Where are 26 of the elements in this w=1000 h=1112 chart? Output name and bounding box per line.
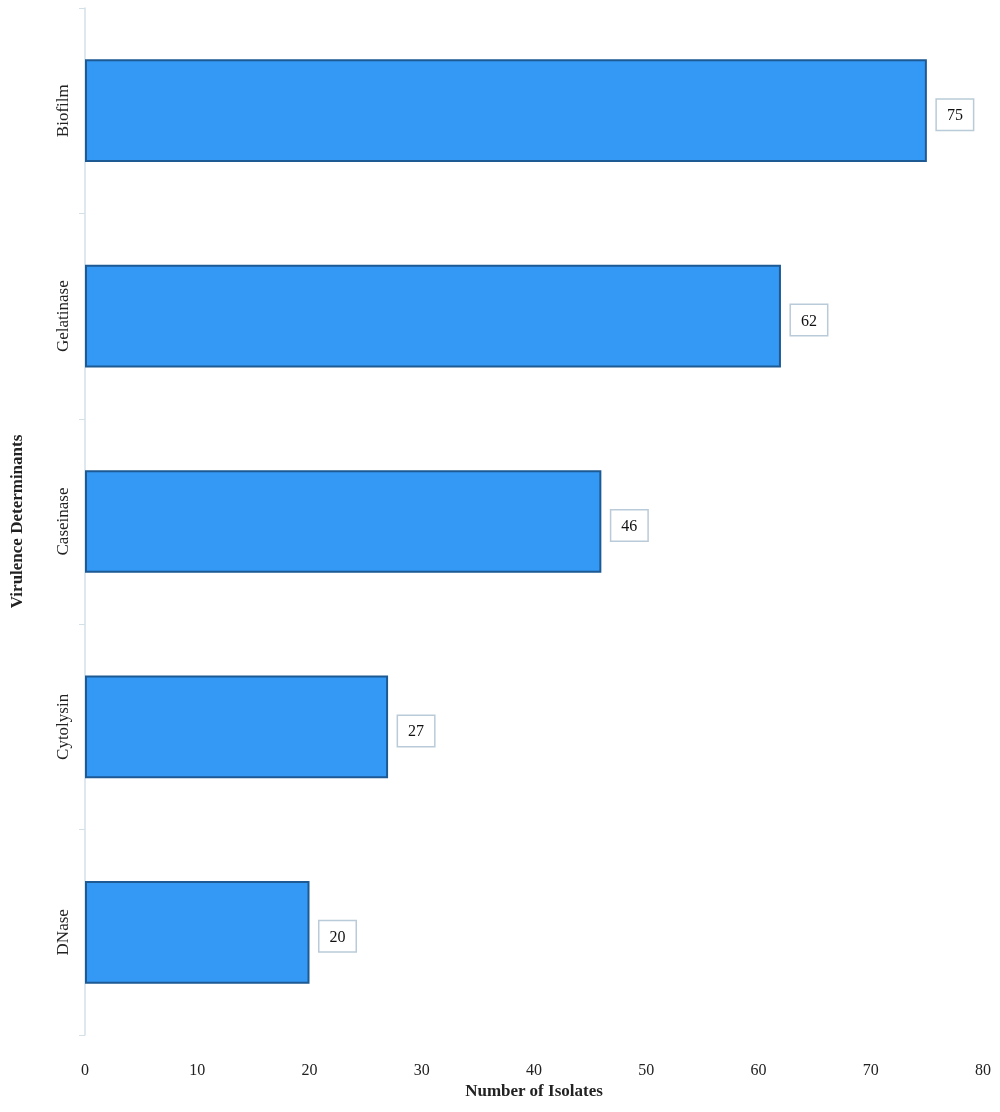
bar (85, 675, 389, 779)
x-tick-label: 40 (526, 1060, 542, 1078)
y-tick-label: DNase (53, 909, 72, 956)
x-tick-label: 50 (638, 1060, 655, 1078)
y-axis-title: Virulence Determinants (7, 434, 26, 609)
x-tick-label: 60 (750, 1060, 767, 1078)
y-tick-label: Gelatinase (53, 280, 72, 352)
x-tick-label: 20 (301, 1060, 318, 1078)
x-tick-label: 70 (862, 1060, 879, 1078)
bar (85, 470, 602, 573)
x-tick-label: 10 (189, 1060, 206, 1078)
bar (85, 264, 781, 368)
y-tick-label: Caseinase (53, 487, 72, 556)
y-tick-label: Biofilm (53, 84, 72, 138)
data-label: 46 (621, 517, 638, 534)
x-tick-label: 30 (413, 1060, 430, 1078)
data-label: 20 (329, 927, 346, 945)
y-tick-label: Cytolysin (53, 693, 72, 760)
data-label: 27 (408, 722, 425, 740)
x-tick-label: 80 (975, 1060, 991, 1078)
x-axis-title: Number of Isolates (465, 1080, 604, 1100)
data-label: 62 (800, 311, 817, 329)
bar (85, 59, 927, 163)
bar (85, 880, 310, 984)
x-tick-label: 0 (81, 1060, 89, 1078)
data-label: 75 (946, 106, 963, 124)
